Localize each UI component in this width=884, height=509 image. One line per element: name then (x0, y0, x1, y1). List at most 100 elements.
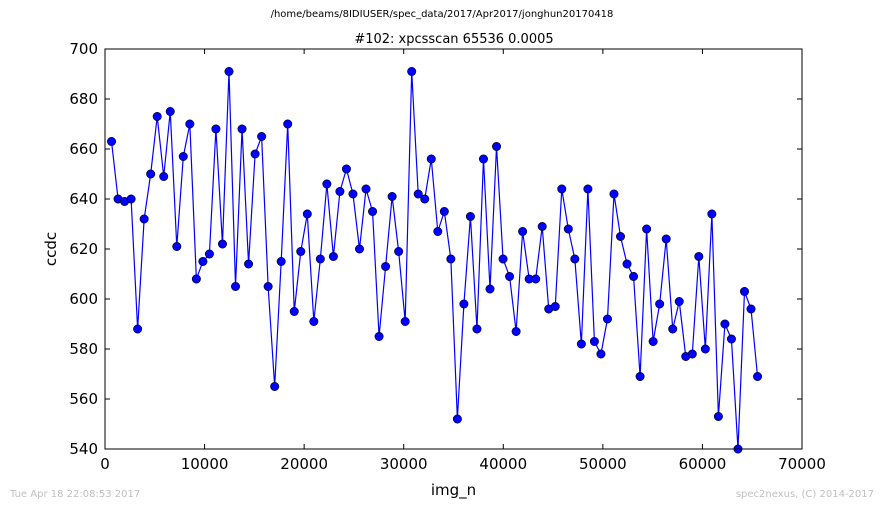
data-point (257, 132, 267, 142)
chart-title: #102: xpcsscan 65536 0.0005 (354, 32, 553, 47)
data-point (270, 381, 280, 391)
data-point (485, 284, 495, 294)
x-tick-label: 0 (100, 455, 110, 473)
data-point (374, 331, 384, 341)
data-point (465, 212, 475, 222)
data-point (217, 239, 227, 249)
series-line (110, 71, 759, 450)
data-point (687, 349, 697, 359)
data-point (694, 252, 704, 262)
x-tick-label: 60000 (679, 455, 727, 473)
plot-area (107, 67, 763, 454)
data-point (459, 299, 469, 309)
y-tick-label: 700 (69, 40, 98, 58)
data-point (361, 184, 371, 194)
y-tick-label: 600 (69, 290, 98, 308)
series-markers (107, 67, 763, 454)
data-point (446, 254, 456, 264)
y-tick-label: 560 (69, 390, 98, 408)
data-point (341, 164, 351, 174)
data-point (394, 247, 404, 257)
data-point (452, 414, 462, 424)
axis-ticks: 0 10000 20000 30000 40000 50000 60000 70000 540 5… (69, 40, 826, 473)
credit: spec2nexus, (C) 2014-2017 (735, 489, 874, 500)
x-tick-label: 10000 (181, 455, 229, 473)
x-tick-label: 20000 (280, 455, 328, 473)
data-point (616, 232, 626, 242)
data-point (602, 314, 612, 324)
data-point (231, 281, 241, 291)
x-tick-label: 30000 (380, 455, 428, 473)
data-point (152, 112, 162, 122)
x-tick-label: 40000 (479, 455, 527, 473)
data-point (302, 209, 312, 219)
data-point (478, 154, 488, 164)
data-point (557, 184, 567, 194)
data-point (498, 254, 508, 264)
y-tick-label: 660 (69, 140, 98, 158)
data-point (707, 209, 717, 219)
data-point (165, 107, 175, 117)
data-point (178, 152, 188, 162)
data-point (746, 304, 756, 314)
data-point (348, 189, 358, 199)
data-point (224, 67, 234, 77)
x-axis-label: img_n (431, 481, 476, 500)
data-point (537, 222, 547, 232)
x-tick-label: 50000 (579, 455, 627, 473)
data-point (655, 299, 665, 309)
data-point (309, 316, 319, 326)
data-point (492, 142, 502, 152)
data-point (648, 336, 658, 346)
data-point (505, 271, 515, 281)
data-point (335, 187, 345, 197)
data-point (211, 124, 221, 134)
data-point (413, 189, 423, 199)
data-point (315, 254, 325, 264)
y-tick-label: 640 (69, 190, 98, 208)
data-point (674, 296, 684, 306)
plot-frame (104, 48, 803, 450)
data-point (198, 256, 208, 266)
y-tick-label: 620 (69, 240, 98, 258)
data-point (518, 227, 528, 237)
data-point (563, 224, 573, 234)
y-tick-label: 540 (69, 440, 98, 458)
data-point (263, 281, 273, 291)
data-point (531, 274, 541, 284)
data-point (420, 194, 430, 204)
data-point (368, 207, 378, 217)
data-point (407, 67, 417, 77)
data-point (739, 286, 749, 296)
data-point (583, 184, 593, 194)
data-point (472, 324, 482, 334)
data-point (511, 326, 521, 336)
data-point (296, 247, 306, 257)
data-point (753, 371, 763, 381)
data-point (283, 119, 293, 129)
data-point (622, 259, 632, 269)
data-point (191, 274, 201, 284)
data-point (107, 137, 117, 147)
data-point (244, 259, 254, 269)
data-point (426, 154, 436, 164)
data-point (381, 261, 391, 271)
data-point (661, 234, 671, 244)
data-point (328, 252, 338, 262)
data-point (237, 124, 247, 134)
data-point (133, 324, 143, 334)
data-point (726, 334, 736, 344)
y-tick-label: 580 (69, 340, 98, 358)
y-axis-label: ccdc (42, 232, 60, 266)
data-point (589, 336, 599, 346)
data-point (713, 411, 723, 421)
data-point (185, 119, 195, 129)
data-point (576, 339, 586, 349)
data-point (126, 194, 136, 204)
data-point (354, 244, 364, 254)
x-tick-label: 70000 (778, 455, 826, 473)
data-point (550, 301, 560, 311)
data-point (139, 214, 149, 224)
data-point (289, 306, 299, 316)
